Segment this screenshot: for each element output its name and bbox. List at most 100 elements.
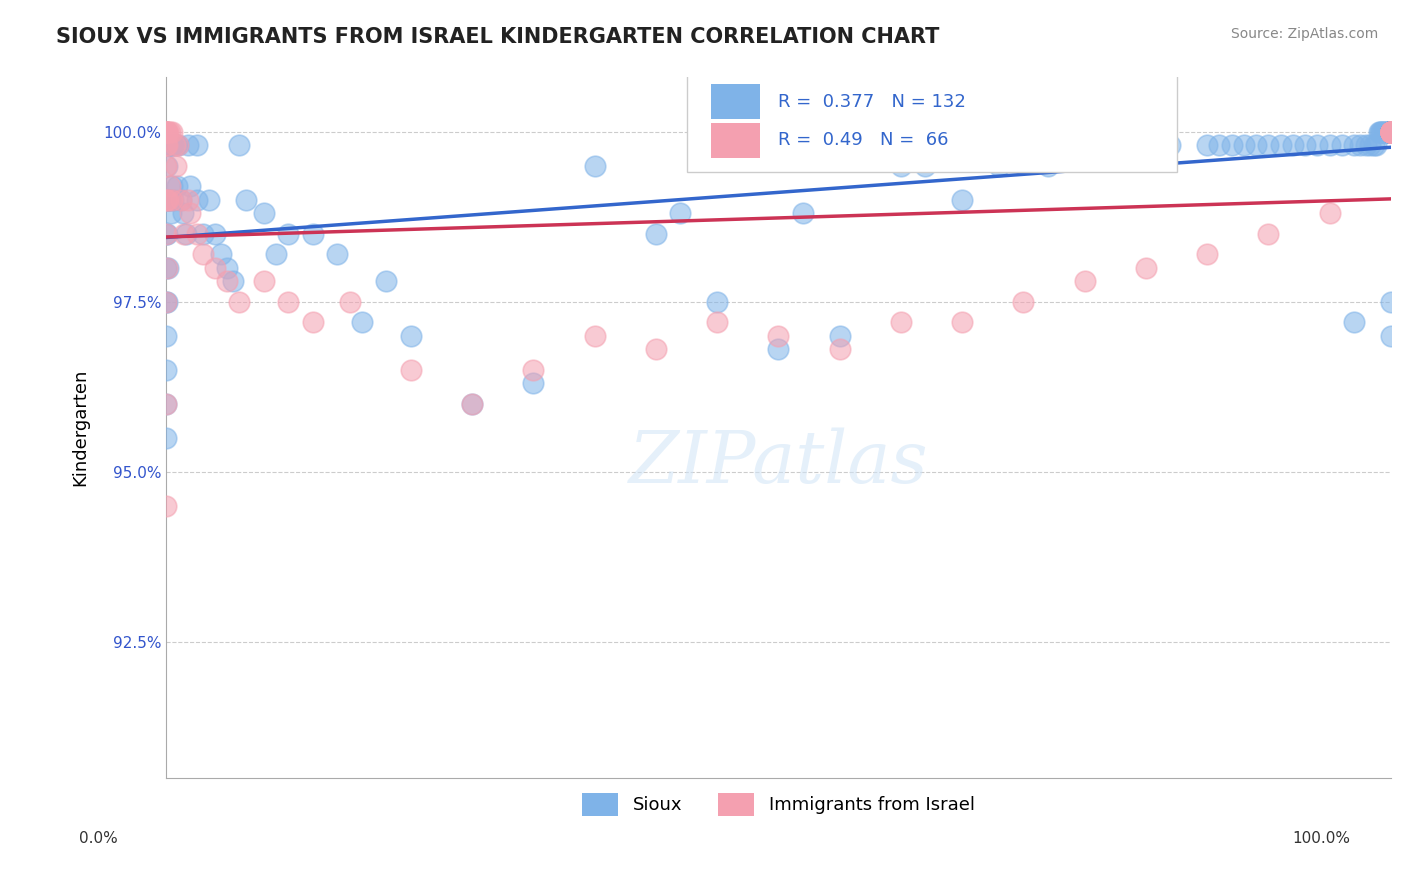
Point xyxy=(155,328,177,343)
Point xyxy=(1376,125,1399,139)
Point xyxy=(1379,125,1402,139)
Point xyxy=(1343,138,1365,153)
Point xyxy=(155,227,177,241)
Point xyxy=(165,159,187,173)
Point xyxy=(375,274,398,288)
Point xyxy=(1379,125,1402,139)
Bar xyxy=(711,85,761,120)
Point xyxy=(155,138,177,153)
Point xyxy=(1379,125,1402,139)
Point xyxy=(302,315,325,329)
Point xyxy=(228,138,250,153)
Point xyxy=(1379,125,1402,139)
Point xyxy=(157,125,180,139)
Point xyxy=(828,343,851,357)
Text: R =  0.49   N =  66: R = 0.49 N = 66 xyxy=(779,131,949,150)
Point xyxy=(1379,125,1402,139)
Point xyxy=(522,376,544,391)
Point xyxy=(156,138,179,153)
Point xyxy=(1379,125,1402,139)
Point xyxy=(156,193,179,207)
Point xyxy=(1306,138,1329,153)
Point xyxy=(583,328,606,343)
Point xyxy=(1379,125,1402,139)
Point xyxy=(1257,138,1279,153)
Point xyxy=(1379,125,1402,139)
Point xyxy=(1379,125,1402,139)
Point xyxy=(155,193,177,207)
Point xyxy=(156,138,179,153)
Point xyxy=(222,274,245,288)
Point xyxy=(1378,125,1400,139)
Point xyxy=(235,193,257,207)
Bar xyxy=(711,123,761,158)
Point xyxy=(522,362,544,376)
Point xyxy=(1379,125,1402,139)
Point xyxy=(1379,125,1402,139)
Point xyxy=(1379,125,1402,139)
Point xyxy=(399,362,422,376)
Point xyxy=(162,193,184,207)
Point xyxy=(1343,315,1365,329)
Point xyxy=(1074,274,1097,288)
Point xyxy=(173,227,195,241)
Point xyxy=(179,206,201,220)
Point xyxy=(155,397,177,411)
Point xyxy=(264,247,287,261)
Y-axis label: Kindergarten: Kindergarten xyxy=(72,368,89,486)
Point xyxy=(1379,125,1402,139)
Point xyxy=(1330,138,1353,153)
Point xyxy=(1379,125,1402,139)
Point xyxy=(155,260,177,275)
Point xyxy=(1379,125,1402,139)
Point xyxy=(155,125,177,139)
Point xyxy=(1371,125,1393,139)
Point xyxy=(217,274,239,288)
Point xyxy=(1379,125,1402,139)
Point xyxy=(1355,138,1378,153)
Point xyxy=(162,138,184,153)
Point xyxy=(1379,125,1402,139)
Point xyxy=(157,138,180,153)
Point xyxy=(583,159,606,173)
Text: 0.0%: 0.0% xyxy=(79,831,118,846)
Point xyxy=(191,247,214,261)
Point xyxy=(1012,294,1035,309)
Point xyxy=(1197,138,1219,153)
Point xyxy=(172,206,194,220)
Point xyxy=(156,193,179,207)
Point xyxy=(155,193,177,207)
Point xyxy=(792,206,814,220)
Point xyxy=(186,138,208,153)
Point xyxy=(1244,138,1267,153)
Point xyxy=(170,193,193,207)
Point xyxy=(1270,138,1292,153)
Point xyxy=(1379,125,1402,139)
Point xyxy=(1220,138,1243,153)
Point xyxy=(155,125,177,139)
Point xyxy=(1197,247,1219,261)
Point xyxy=(1369,125,1392,139)
Point xyxy=(1319,138,1341,153)
Point xyxy=(198,193,221,207)
Point xyxy=(645,227,668,241)
Point xyxy=(1379,125,1402,139)
Point xyxy=(1379,125,1402,139)
Point xyxy=(1379,125,1402,139)
Point xyxy=(1111,138,1133,153)
Point xyxy=(156,260,179,275)
Point xyxy=(157,260,180,275)
Point xyxy=(1379,328,1402,343)
Point xyxy=(155,362,177,376)
Point xyxy=(165,138,187,153)
Point xyxy=(191,227,214,241)
Point xyxy=(669,206,692,220)
Point xyxy=(1379,125,1402,139)
Point xyxy=(350,315,373,329)
Point xyxy=(1379,125,1402,139)
Text: 100.0%: 100.0% xyxy=(1292,831,1351,846)
Point xyxy=(163,138,186,153)
Point xyxy=(204,260,226,275)
Point xyxy=(1372,125,1395,139)
Point xyxy=(1379,125,1402,139)
